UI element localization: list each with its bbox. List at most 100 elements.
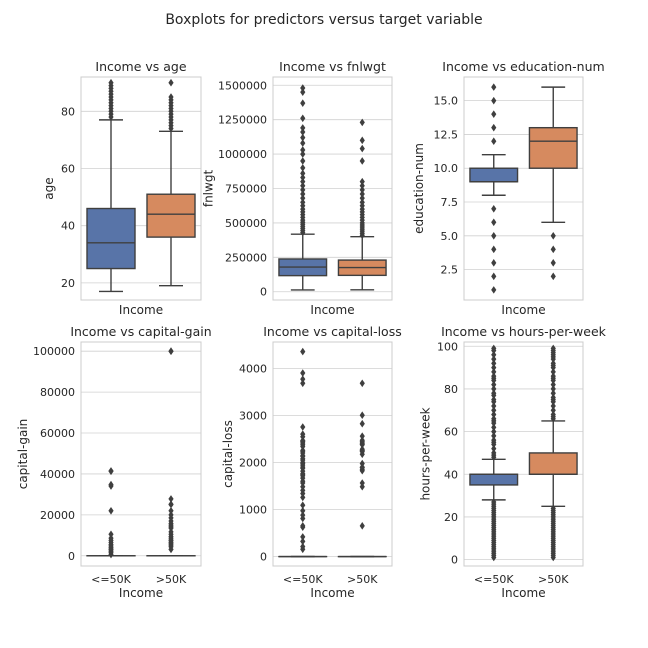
box-gt-50k	[528, 86, 578, 281]
iqr-box	[146, 193, 196, 238]
outlier-point	[491, 355, 497, 363]
outlier-point	[491, 444, 497, 453]
y-tick-label: 3000	[239, 409, 267, 422]
y-tick-label: 10.0	[434, 162, 459, 175]
outlier-point	[491, 389, 497, 397]
y-tick-label: 100	[437, 340, 458, 353]
outlier-point	[300, 99, 306, 107]
outlier-point	[300, 88, 306, 96]
outlier-point	[491, 432, 497, 440]
outlier-point	[550, 406, 556, 415]
outlier-point	[300, 198, 306, 207]
outlier-point	[168, 511, 174, 519]
x-axis-label: Income	[119, 303, 163, 317]
y-tick-label: 40000	[40, 468, 75, 481]
outlier-point	[359, 445, 365, 453]
outlier-point	[359, 479, 365, 487]
outlier-point	[108, 534, 114, 542]
outlier-point	[168, 500, 174, 509]
figure-title: Boxplots for predictors versus target va…	[165, 12, 482, 28]
x-tick-label: >50K	[538, 573, 569, 586]
y-tick-label: 2.5	[441, 264, 459, 277]
axes-frame	[272, 341, 393, 567]
outlier-point	[491, 395, 497, 404]
iqr-box	[469, 167, 519, 183]
subplot-3: 2.5 5.0 7.5 10.0 12.5 15.0 Income vs education…	[412, 59, 605, 317]
box-le-50k	[278, 84, 328, 291]
outlier-point	[491, 368, 497, 376]
outlier-point	[491, 372, 497, 380]
outlier-point	[108, 480, 114, 489]
subplot-title: Income vs hours-per-week	[441, 324, 607, 339]
outlier-point	[491, 410, 497, 419]
outlier-point	[491, 436, 497, 444]
outlier-point	[491, 498, 497, 506]
outlier-point	[108, 467, 114, 475]
outlier-point	[300, 150, 306, 158]
box-le-50k	[278, 347, 328, 558]
outlier-point	[359, 459, 365, 468]
outlier-point	[491, 245, 497, 254]
subplot-2: 0 250000 500000 750000 1000000 1250000 1500000…	[202, 59, 393, 317]
outlier-point	[300, 369, 306, 377]
y-tick-label: 250000	[225, 251, 267, 264]
y-tick-label: 60	[444, 426, 458, 439]
outlier-point	[491, 380, 497, 389]
outlier-point	[300, 446, 306, 455]
axes-frame	[80, 341, 202, 567]
x-axis-label: Income	[119, 586, 163, 600]
axes-frame	[80, 76, 202, 301]
iqr-box	[469, 473, 519, 486]
iqr-box	[528, 452, 578, 475]
y-tick-label: 1500000	[218, 79, 267, 92]
outlier-point	[300, 173, 306, 182]
outlier-point	[168, 78, 174, 87]
axes-frame	[463, 76, 584, 301]
subplot-4: 0 20000 40000 60000 80000 100000 Income vs cap…	[16, 324, 212, 600]
axes-frame	[463, 341, 584, 567]
outlier-point	[491, 232, 497, 240]
subplot-title: Income vs capital-gain	[70, 324, 211, 339]
outlier-point	[359, 419, 365, 428]
outlier-point	[550, 259, 556, 267]
x-tick-label: >50K	[347, 573, 378, 586]
y-axis-label: capital-loss	[221, 420, 235, 488]
y-tick-label: 4000	[239, 362, 267, 375]
y-tick-label: 750000	[225, 183, 267, 196]
outlier-point	[491, 363, 497, 372]
y-tick-label: 60000	[40, 427, 75, 440]
x-tick-label: <=50K	[474, 573, 514, 586]
outlier-point	[491, 137, 497, 145]
box-gt-50k	[146, 347, 196, 557]
box-le-50k	[469, 83, 519, 294]
outlier-point	[300, 164, 306, 172]
y-tick-label: 500000	[225, 217, 267, 230]
outlier-point	[300, 169, 306, 178]
outlier-point	[359, 198, 365, 207]
outlier-point	[108, 530, 114, 539]
y-tick-label: 100000	[33, 345, 75, 358]
y-tick-label: 0	[68, 550, 75, 563]
x-tick-label: <=50K	[91, 573, 131, 586]
x-axis-label: Income	[501, 586, 545, 600]
outlier-point	[359, 144, 365, 153]
outlier-point	[359, 411, 365, 420]
outlier-point	[359, 186, 365, 194]
outlier-point	[491, 123, 497, 132]
outlier-point	[550, 372, 556, 380]
outlier-point	[491, 286, 497, 294]
outlier-point	[359, 432, 365, 440]
outlier-point	[491, 406, 497, 415]
outlier-point	[300, 84, 306, 92]
x-axis-label: Income	[310, 303, 354, 317]
y-tick-label: 0	[451, 554, 458, 567]
y-tick-label: 80	[61, 105, 75, 118]
subplot-1: 20 40 60 80 Income vs age Income age	[42, 59, 202, 317]
outlier-point	[300, 124, 306, 132]
outlier-point	[300, 114, 306, 123]
y-tick-label: 20000	[40, 509, 75, 522]
outlier-point	[550, 410, 556, 419]
outlier-point	[168, 93, 174, 101]
outlier-point	[300, 139, 306, 147]
outlier-point	[550, 402, 556, 410]
